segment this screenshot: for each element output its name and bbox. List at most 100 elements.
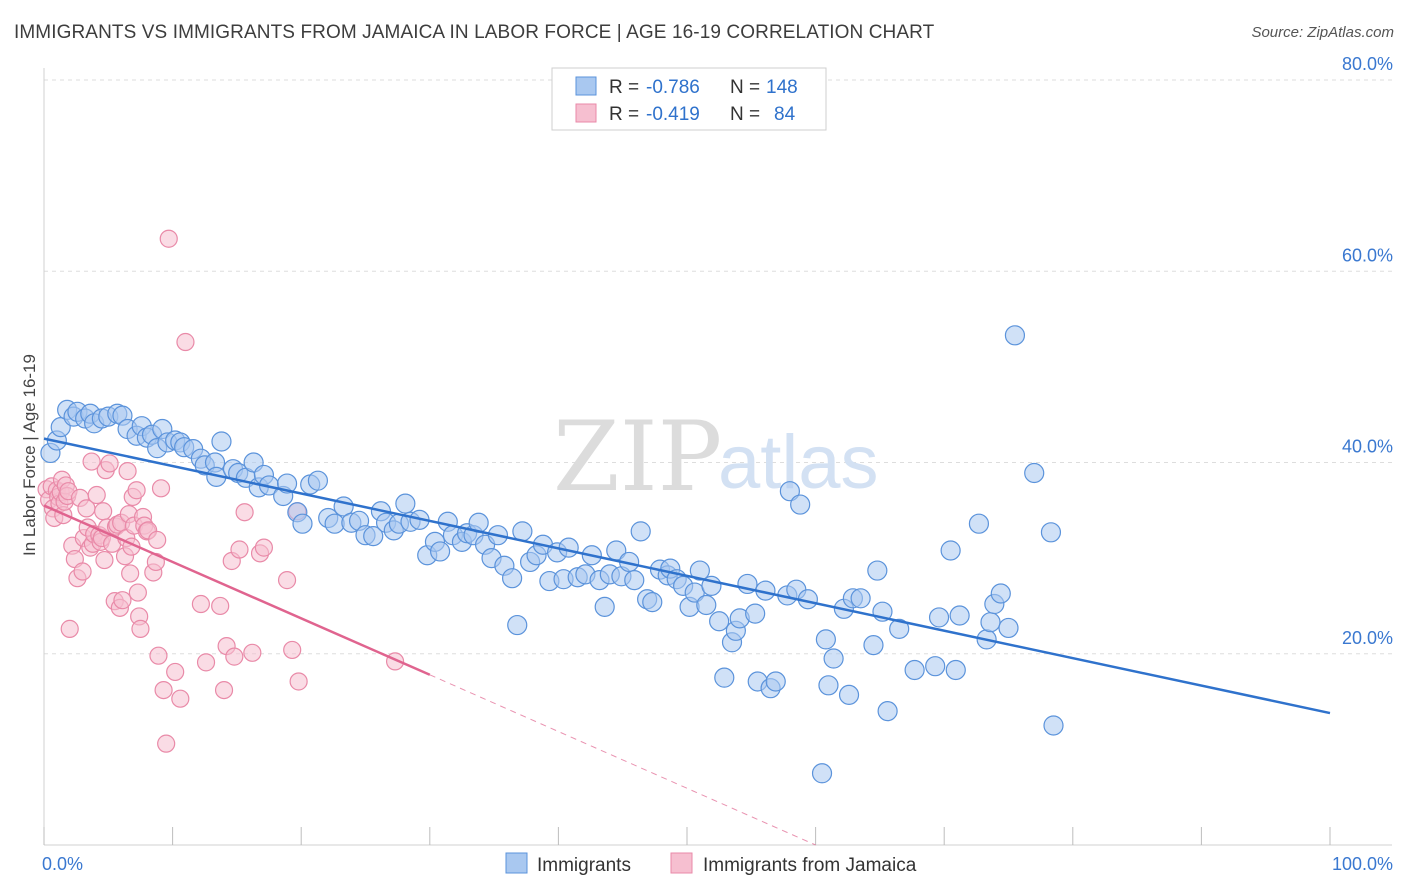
- jamaica-point: [283, 640, 302, 660]
- legend-n-value: 148: [766, 77, 798, 98]
- legend-bottom: Immigrants Immigrants from Jamaica: [505, 852, 917, 876]
- immigrants-point: [1040, 522, 1062, 543]
- jamaica-point: [171, 689, 190, 708]
- immigrants-point: [928, 607, 950, 628]
- immigrants-point: [823, 648, 844, 669]
- immigrants-point: [630, 521, 651, 542]
- immigrants-point: [877, 701, 898, 722]
- jamaica-point: [214, 680, 234, 700]
- immigrants-point: [709, 611, 730, 632]
- immigrants-point: [818, 675, 839, 696]
- chart-title: IMMIGRANTS VS IMMIGRANTS FROM JAMAICA IN…: [14, 22, 935, 43]
- watermark-zip: ZIP: [553, 401, 722, 513]
- immigrants-point: [815, 629, 836, 650]
- jamaica-point: [277, 571, 297, 590]
- jamaica-point: [60, 619, 79, 638]
- legend-label-immigrants: Immigrants: [537, 855, 631, 876]
- jamaica-point: [127, 481, 146, 500]
- legend-r-value: -0.786: [646, 77, 700, 98]
- immigrants-point: [395, 493, 416, 514]
- jamaica-trend-extension: [429, 674, 816, 846]
- jamaica-point: [128, 583, 147, 602]
- immigrants-point: [689, 560, 710, 581]
- legend-r-value: -0.419: [646, 104, 700, 125]
- jamaica-point: [100, 454, 119, 473]
- jamaica-point: [131, 619, 150, 638]
- immigrants-point: [904, 659, 925, 681]
- immigrants-point: [790, 494, 811, 515]
- immigrants-point: [925, 656, 946, 677]
- immigrants-point: [211, 431, 232, 452]
- immigrants-point: [863, 635, 884, 656]
- immigrants-points: [40, 325, 1064, 784]
- jamaica-point: [159, 229, 178, 248]
- legend-r-label: R =: [609, 104, 639, 125]
- jamaica-points: [37, 229, 405, 753]
- watermark: ZIP atlas: [553, 401, 879, 513]
- immigrants-trend-line: [43, 437, 1331, 715]
- immigrants-point: [889, 618, 910, 639]
- legend-n-label: N =: [730, 104, 760, 125]
- immigrants-point: [779, 481, 800, 502]
- immigrants-point: [307, 470, 329, 491]
- immigrants-point: [850, 588, 871, 609]
- jamaica-point: [113, 591, 132, 610]
- legend-label-jamaica: Immigrants from Jamaica: [703, 855, 917, 876]
- immigrants-point: [292, 513, 313, 534]
- jamaica-point: [157, 734, 176, 753]
- jamaica-point: [82, 452, 101, 471]
- legend-swatch-immigrants: [575, 76, 597, 96]
- jamaica-point: [254, 538, 274, 557]
- jamaica-point: [176, 332, 195, 352]
- immigrants-point: [594, 596, 615, 617]
- immigrants-point: [624, 570, 645, 591]
- immigrants-point: [1024, 462, 1045, 484]
- jamaica-point: [230, 540, 249, 559]
- y-tick-label: 60.0%: [1342, 245, 1393, 265]
- jamaica-point: [149, 646, 168, 665]
- jamaica-point: [154, 680, 173, 700]
- immigrants-point: [990, 583, 1011, 604]
- immigrants-point: [642, 592, 663, 613]
- legend-n-label: N =: [730, 77, 760, 98]
- x-tick-label: 0.0%: [42, 854, 83, 874]
- immigrants-point: [968, 513, 990, 534]
- jamaica-point: [196, 653, 216, 672]
- immigrants-point: [507, 614, 528, 636]
- jamaica-point: [235, 503, 254, 522]
- jamaica-point: [151, 479, 171, 498]
- jamaica-point: [225, 647, 244, 666]
- grid-lines: [44, 79, 1392, 655]
- immigrants-point: [745, 603, 766, 624]
- immigrants-point: [945, 659, 966, 681]
- immigrants-point: [1043, 715, 1064, 736]
- immigrants-point: [1004, 325, 1026, 346]
- immigrants-point: [429, 541, 451, 562]
- y-tick-label: 40.0%: [1342, 437, 1393, 457]
- legend-top: R = -0.786 N = 148 R = -0.419 N = 84: [551, 67, 827, 131]
- jamaica-point: [289, 672, 308, 691]
- immigrants-point: [838, 684, 860, 705]
- jamaica-point: [94, 502, 113, 521]
- source-label: Source: ZipAtlas.com: [1251, 24, 1394, 41]
- immigrants-point: [502, 568, 523, 589]
- y-tick-label: 80.0%: [1342, 54, 1393, 74]
- immigrants-point: [811, 763, 833, 784]
- trend-lines: [43, 437, 1331, 846]
- jamaica-point: [211, 596, 230, 616]
- x-tick-labels: 0.0% 100.0%: [42, 854, 1393, 874]
- legend-r-label: R =: [609, 77, 639, 98]
- legend-swatch-jamaica: [670, 852, 693, 874]
- immigrants-point: [765, 671, 786, 692]
- jamaica-point: [148, 530, 167, 550]
- immigrants-point: [940, 540, 961, 561]
- legend-swatch-jamaica: [575, 103, 597, 123]
- immigrants-point: [867, 560, 888, 581]
- y-tick-labels: 20.0% 40.0% 60.0% 80.0%: [1342, 54, 1393, 648]
- immigrants-point: [324, 513, 345, 534]
- y-tick-label: 20.0%: [1342, 628, 1393, 648]
- jamaica-point: [73, 562, 92, 581]
- jamaica-point: [118, 462, 137, 481]
- legend-n-value: 84: [774, 104, 796, 125]
- x-tick-label: 100.0%: [1332, 854, 1393, 874]
